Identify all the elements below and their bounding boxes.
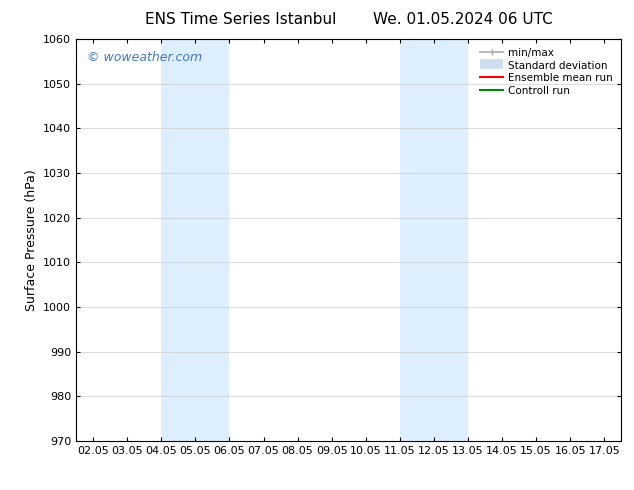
Bar xyxy=(161,39,230,441)
Text: We. 01.05.2024 06 UTC: We. 01.05.2024 06 UTC xyxy=(373,12,553,27)
Y-axis label: Surface Pressure (hPa): Surface Pressure (hPa) xyxy=(25,169,37,311)
Bar xyxy=(400,39,468,441)
Text: ENS Time Series Istanbul: ENS Time Series Istanbul xyxy=(145,12,337,27)
Legend: min/max, Standard deviation, Ensemble mean run, Controll run: min/max, Standard deviation, Ensemble me… xyxy=(477,45,616,99)
Text: © woweather.com: © woweather.com xyxy=(87,51,202,64)
